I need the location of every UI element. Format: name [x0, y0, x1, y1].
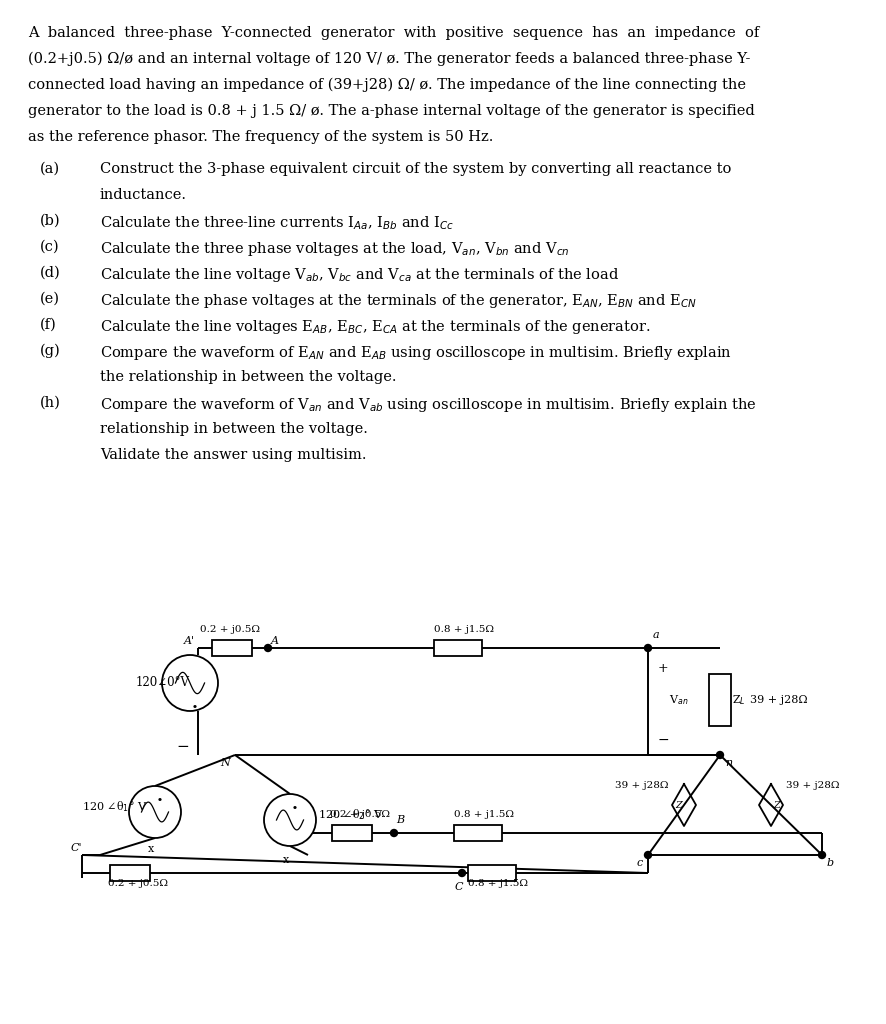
Text: A': A' — [184, 636, 195, 646]
Circle shape — [644, 644, 651, 651]
Text: ·: · — [191, 697, 199, 720]
Circle shape — [644, 852, 651, 858]
Text: A: A — [271, 636, 279, 646]
Text: Construct the 3-phase equivalent circuit of the system by converting all reactan: Construct the 3-phase equivalent circuit… — [100, 162, 731, 176]
Bar — [110, 865, 150, 881]
Text: N: N — [221, 758, 230, 768]
Text: B': B' — [291, 813, 302, 823]
Text: (d): (d) — [40, 266, 61, 280]
Bar — [454, 825, 502, 841]
Text: (a): (a) — [40, 162, 60, 176]
Text: x: x — [283, 855, 289, 865]
Text: C': C' — [71, 843, 82, 853]
Text: connected load having an impedance of (39+j28) Ω/ ø. The impedance of the line c: connected load having an impedance of (3… — [28, 78, 746, 92]
Text: Calculate the phase voltages at the terminals of the generator, E$_{AN}$, E$_{BN: Calculate the phase voltages at the term… — [100, 292, 696, 310]
Bar — [434, 640, 482, 656]
Circle shape — [264, 794, 316, 846]
Text: Compare the waveform of E$_{AN}$ and E$_{AB}$ using oscilloscope in multisim. Br: Compare the waveform of E$_{AN}$ and E$_… — [100, 344, 732, 362]
Text: a: a — [653, 630, 659, 640]
Text: the relationship in between the voltage.: the relationship in between the voltage. — [100, 370, 397, 384]
Text: 120∠0°V: 120∠0°V — [136, 677, 190, 689]
Text: (c): (c) — [40, 240, 59, 254]
Text: Calculate the three phase voltages at the load, V$_{an}$, V$_{bn}$ and V$_{cn}$: Calculate the three phase voltages at th… — [100, 240, 570, 258]
Text: Z$_L$: Z$_L$ — [732, 693, 746, 707]
Text: Z: Z — [675, 801, 682, 810]
Text: ·: · — [156, 790, 164, 813]
Text: Calculate the three-line currents I$_{Aa}$, I$_{Bb}$ and I$_{Cc}$: Calculate the three-line currents I$_{Aa… — [100, 214, 454, 231]
Bar — [212, 640, 252, 656]
Circle shape — [129, 786, 181, 838]
Text: as the reference phasor. The frequency of the system is 50 Hz.: as the reference phasor. The frequency o… — [28, 130, 494, 144]
Text: (h): (h) — [40, 396, 61, 410]
Text: Z: Z — [773, 801, 780, 810]
Text: generator to the load is 0.8 + j 1.5 Ω/ ø. The a-phase internal voltage of the g: generator to the load is 0.8 + j 1.5 Ω/ … — [28, 104, 755, 118]
Text: 39 + j28Ω: 39 + j28Ω — [750, 695, 808, 705]
Text: 0.2 + j0.5Ω: 0.2 + j0.5Ω — [200, 625, 260, 634]
Text: Compare the waveform of V$_{an}$ and V$_{ab}$ using oscilloscope in multisim. Br: Compare the waveform of V$_{an}$ and V$_… — [100, 396, 757, 414]
Text: relationship in between the voltage.: relationship in between the voltage. — [100, 422, 368, 436]
Text: Validate the answer using multisim.: Validate the answer using multisim. — [100, 449, 367, 462]
Text: 39 + j28Ω: 39 + j28Ω — [786, 780, 840, 790]
Text: 0.2 + j0.5Ω: 0.2 + j0.5Ω — [108, 879, 168, 888]
Text: (e): (e) — [40, 292, 60, 306]
Text: 0.2 + j0.5Ω: 0.2 + j0.5Ω — [330, 810, 390, 819]
Text: (f): (f) — [40, 318, 57, 332]
Text: +: + — [658, 662, 669, 675]
Text: 0.8 + j1.5Ω: 0.8 + j1.5Ω — [454, 810, 514, 819]
Circle shape — [391, 829, 398, 837]
Text: 0.8 + j1.5Ω: 0.8 + j1.5Ω — [434, 625, 494, 634]
Text: (g): (g) — [40, 344, 61, 358]
Text: ·: · — [291, 798, 299, 821]
Text: (b): (b) — [40, 214, 60, 228]
Text: −: − — [658, 733, 670, 746]
Text: b: b — [827, 858, 834, 868]
Text: +: + — [176, 664, 188, 678]
Circle shape — [819, 852, 826, 858]
Text: A  balanced  three-phase  Y-connected  generator  with  positive  sequence  has : A balanced three-phase Y-connected gener… — [28, 26, 759, 40]
Circle shape — [717, 752, 724, 759]
Bar — [332, 825, 372, 841]
Text: n: n — [725, 758, 732, 768]
Text: −: − — [176, 740, 189, 754]
Circle shape — [265, 644, 271, 651]
Text: B: B — [396, 815, 404, 825]
Text: c: c — [637, 858, 643, 868]
Circle shape — [458, 869, 465, 877]
Text: x: x — [148, 844, 154, 854]
Circle shape — [162, 655, 218, 711]
Text: C: C — [455, 882, 463, 892]
Text: V$_{an}$: V$_{an}$ — [669, 693, 688, 707]
Text: Calculate the line voltages E$_{AB}$, E$_{BC}$, E$_{CA}$ at the terminals of the: Calculate the line voltages E$_{AB}$, E$… — [100, 318, 650, 336]
Text: 120 ∠θ$_1$° V: 120 ∠θ$_1$° V — [82, 800, 147, 814]
Bar — [709, 674, 731, 726]
Text: inductance.: inductance. — [100, 188, 187, 202]
Text: 120 ∠θ$_2$° V: 120 ∠θ$_2$° V — [318, 808, 384, 822]
Text: 0.8 + j1.5Ω: 0.8 + j1.5Ω — [468, 879, 528, 888]
Text: (0.2+j0.5) Ω/ø and an internal voltage of 120 V/ ø. The generator feeds a balanc: (0.2+j0.5) Ω/ø and an internal voltage o… — [28, 52, 750, 67]
Text: Calculate the line voltage V$_{ab}$, V$_{bc}$ and V$_{ca}$ at the terminals of t: Calculate the line voltage V$_{ab}$, V$_… — [100, 266, 619, 284]
Bar — [468, 865, 516, 881]
Text: 39 + j28Ω: 39 + j28Ω — [616, 780, 669, 790]
